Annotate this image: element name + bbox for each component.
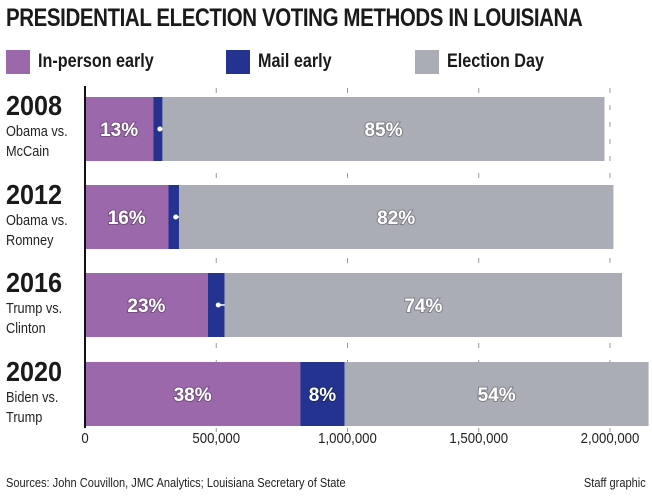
x-tick-label: 500,000	[192, 429, 240, 446]
data-label: 85%	[364, 120, 402, 141]
x-tick-label: 1,000,000	[318, 429, 377, 446]
legend-item-election-day: Election Day	[415, 50, 561, 74]
bar-segment-election-day	[224, 273, 623, 337]
bar-segment-mail-early	[300, 362, 345, 426]
legend-swatch	[6, 50, 30, 74]
credit-note: Staff graphic	[584, 475, 646, 490]
data-label: 82%	[377, 208, 415, 229]
bar-segment-in-person-early	[85, 273, 208, 337]
data-label: 16%	[108, 208, 146, 229]
category-matchup: Biden vs. Trump	[6, 389, 59, 426]
data-label: 54%	[478, 385, 516, 406]
legend-item-in-person-early: In-person early	[6, 50, 174, 74]
x-tick-label: 2,000,000	[581, 429, 640, 446]
data-label: 13%	[100, 120, 138, 141]
category-year: 2012	[6, 179, 63, 210]
legend-swatch	[226, 50, 250, 74]
legend-label: Mail early	[258, 51, 332, 72]
bar-segment-in-person-early	[85, 185, 169, 249]
bar-segment-election-day	[344, 362, 649, 426]
category-matchup: Obama vs. McCain	[6, 123, 68, 160]
data-label: 38%	[174, 385, 212, 406]
category-year: 2008	[6, 90, 63, 121]
bar-segment-election-day	[178, 185, 614, 249]
legend-label: Election Day	[447, 51, 544, 72]
data-label: 23%	[127, 296, 165, 317]
x-tick-label: 1,500,000	[449, 429, 508, 446]
bar-segment-in-person-early	[85, 97, 154, 161]
bar-segment-election-day	[162, 97, 605, 161]
source-note: Sources: John Couvillon, JMC Analytics; …	[6, 475, 346, 490]
category-matchup: Trump vs. Clinton	[6, 300, 63, 337]
category-year: 2016	[6, 267, 63, 298]
legend-swatch	[415, 50, 439, 74]
x-tick-label: 0	[81, 429, 88, 446]
data-label: 74%	[404, 296, 442, 317]
legend-item-mail-early: Mail early	[226, 50, 345, 74]
legend-label: In-person early	[38, 51, 154, 72]
data-label: 8%	[309, 385, 337, 406]
chart-title: PRESIDENTIAL ELECTION VOTING METHODS IN …	[6, 4, 583, 32]
category-matchup: Obama vs. Romney	[6, 212, 68, 249]
bar-segment-in-person-early	[85, 362, 301, 426]
category-year: 2020	[6, 356, 63, 387]
